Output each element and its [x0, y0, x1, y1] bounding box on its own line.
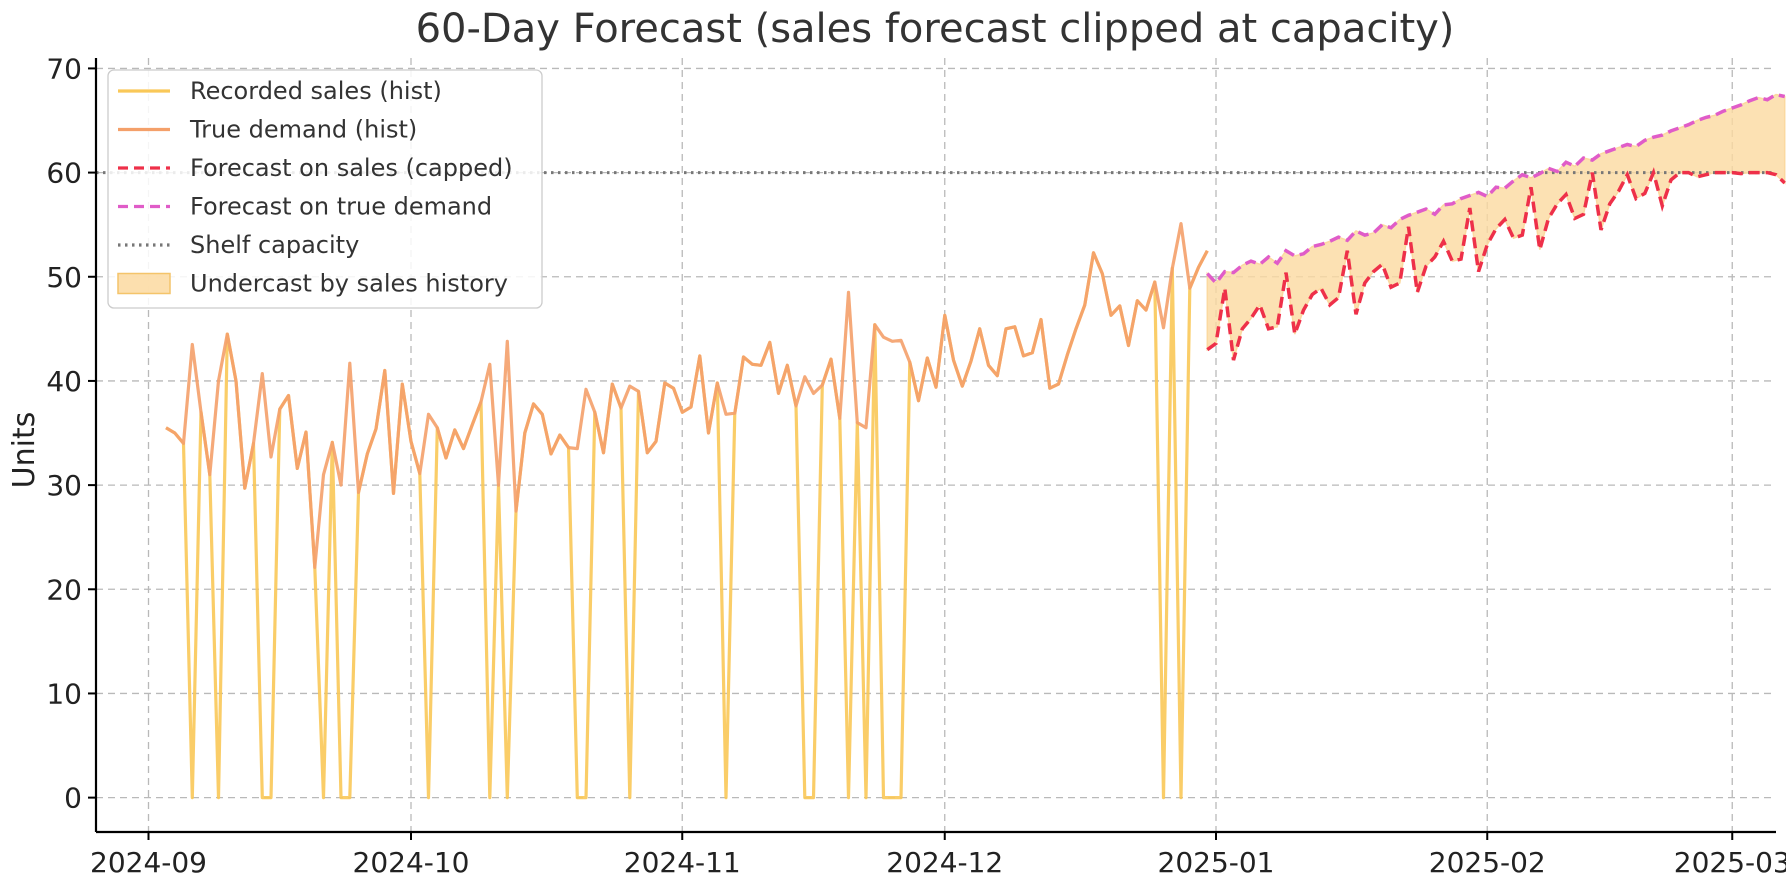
y-tick-label: 70: [46, 52, 82, 85]
chart-title: 60-Day Forecast (sales forecast clipped …: [416, 6, 1455, 52]
legend-label: Recorded sales (hist): [190, 77, 442, 105]
y-tick-label: 40: [46, 365, 82, 398]
legend: Recorded sales (hist) True demand (hist) F…: [107, 69, 543, 309]
x-tick-label: 2025-01: [1158, 846, 1275, 879]
legend-label: Forecast on true demand: [190, 193, 492, 221]
tick-layer: 0 10 20 30 40 50 60 70 2024-09 2024-10 2024-11 2024…: [46, 52, 1786, 879]
true-demand-line: [165, 222, 1209, 570]
series-layer: [96, 92, 1786, 800]
forecast-sales-line: [1206, 167, 1786, 361]
legend-label: Undercast by sales history: [190, 270, 508, 298]
legend-swatch-undercast: [117, 272, 171, 295]
y-tick-label: 10: [46, 677, 82, 710]
x-tick-label: 2025-02: [1429, 846, 1546, 879]
axes: [94, 58, 1776, 834]
x-tick-label: 2024-10: [353, 846, 470, 879]
x-tick-label: 2024-09: [90, 846, 207, 879]
legend-box: [107, 69, 543, 309]
y-tick-label: 30: [46, 469, 82, 502]
x-tick-label: 2025-03: [1674, 846, 1786, 879]
y-tick-label: 50: [46, 261, 82, 294]
x-tick-label: 2024-12: [886, 846, 1003, 879]
y-tick-label: 0: [64, 782, 82, 815]
legend-label: True demand (hist): [189, 116, 417, 144]
undercast-area: [1206, 93, 1786, 361]
y-axis-label: Units: [7, 412, 42, 489]
recorded-sales-line: [165, 249, 1209, 800]
legend-label: Forecast on sales (capped): [190, 154, 513, 182]
legend-label: Shelf capacity: [190, 231, 359, 259]
forecast-true-demand-line: [1206, 92, 1786, 286]
y-tick-label: 20: [46, 573, 82, 606]
y-tick-label: 60: [46, 157, 82, 190]
x-tick-label: 2024-11: [624, 846, 741, 879]
